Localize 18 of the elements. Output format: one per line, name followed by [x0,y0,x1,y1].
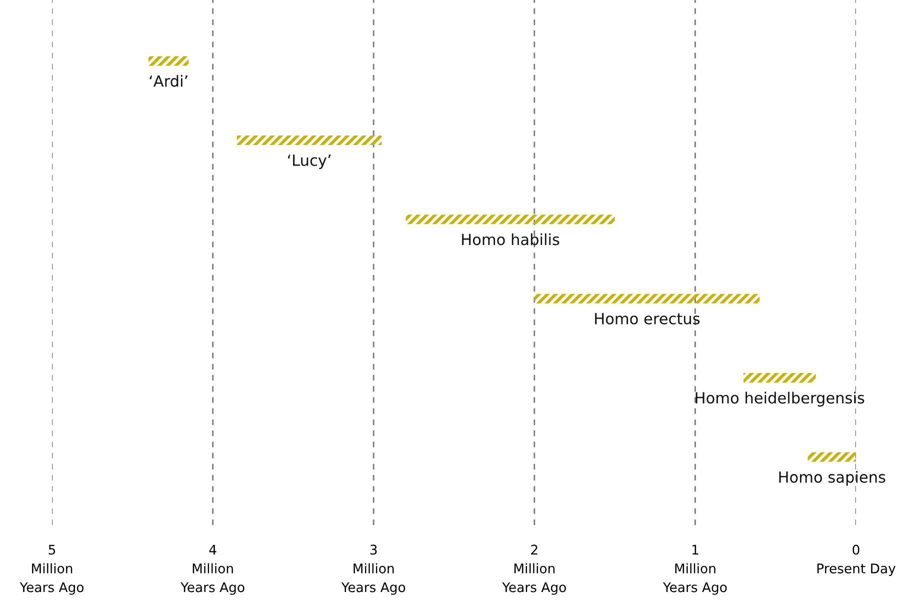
y-tick-label: Homo habilis [462,233,560,246]
y-tick-label: Homo heidelbergensis [696,392,864,407]
x-tick-label: 2 Million Years Ago [502,544,566,595]
y-tick-label: Homo sapiens [779,470,886,486]
y-tick-label: Homo erectus [595,313,700,324]
y-tick-label: ‘Lucy’ [288,154,330,169]
x-tick-label: 1 Million Years Ago [662,544,727,595]
bar [236,135,382,145]
x-tick-label: 0 Present Day [817,544,896,576]
bar [148,56,189,66]
bar [808,452,856,462]
bar [406,214,615,224]
bar [743,373,816,383]
bar [534,294,760,304]
y-tick-label: ‘Ardi’ [150,74,188,87]
x-tick-label: 3 Million Years Ago [341,544,406,595]
x-tick-label: 4 Million Years Ago [180,544,244,595]
x-tick-label: 5 Million Years Ago [20,544,84,595]
